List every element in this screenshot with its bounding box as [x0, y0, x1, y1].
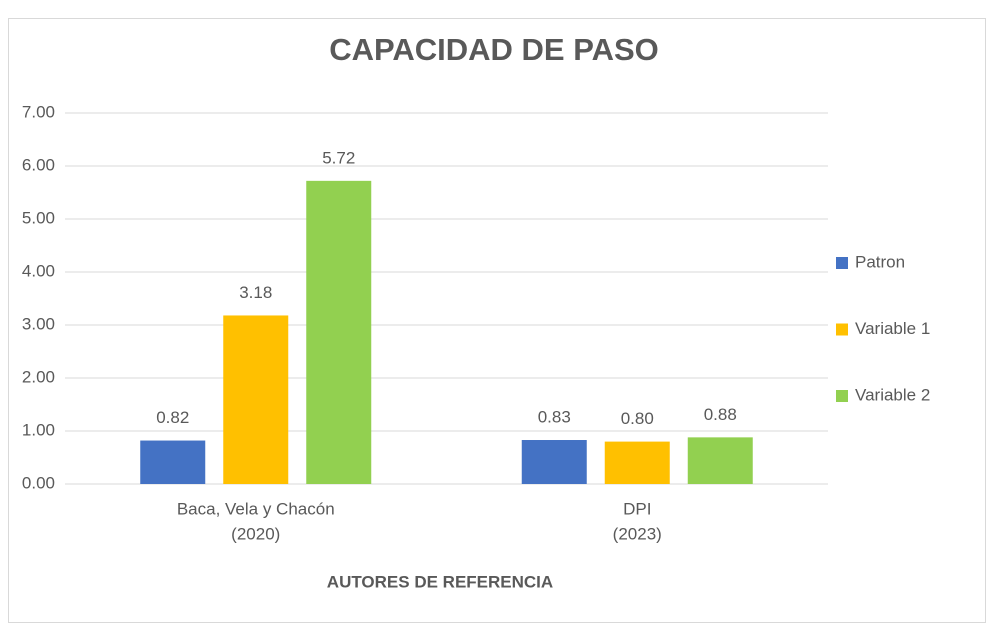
y-tick-label: 4.00: [22, 261, 55, 280]
legend-label: Variable 1: [855, 319, 930, 338]
x-tick-label: DPI: [623, 499, 651, 518]
x-tick-label: (2020): [231, 524, 280, 543]
x-tick-label: Baca, Vela y Chacón: [177, 499, 335, 518]
chart-title: CAPACIDAD DE PASO: [329, 32, 659, 67]
y-tick-label: 6.00: [22, 155, 55, 174]
y-tick-label: 3.00: [22, 314, 55, 333]
legend-swatch: [836, 323, 848, 336]
x-tick-label: (2023): [613, 524, 662, 543]
legend-swatch: [836, 257, 848, 269]
y-tick-label: 2.00: [22, 367, 55, 386]
legend-label: Patron: [855, 252, 905, 271]
chart-border: [8, 18, 986, 623]
y-tick-label: 7.00: [22, 102, 55, 121]
y-tick-label: 1.00: [22, 420, 55, 439]
legend-swatch: [836, 390, 848, 402]
bar: [223, 315, 289, 484]
data-label: 3.18: [239, 283, 272, 302]
legend-label: Variable 2: [855, 385, 930, 404]
data-label: 0.83: [538, 407, 571, 426]
x-axis-title: AUTORES DE REFERENCIA: [327, 572, 553, 591]
bar: [604, 441, 670, 484]
data-label: 0.82: [156, 408, 189, 427]
data-label: 0.88: [704, 405, 737, 424]
y-tick-label: 5.00: [22, 208, 55, 227]
bar: [687, 437, 753, 484]
bar: [306, 180, 372, 484]
y-tick-label: 0.00: [22, 473, 55, 492]
bar: [140, 440, 206, 484]
data-label: 0.80: [621, 409, 654, 428]
data-label: 5.72: [322, 148, 355, 167]
bar: [521, 440, 587, 484]
